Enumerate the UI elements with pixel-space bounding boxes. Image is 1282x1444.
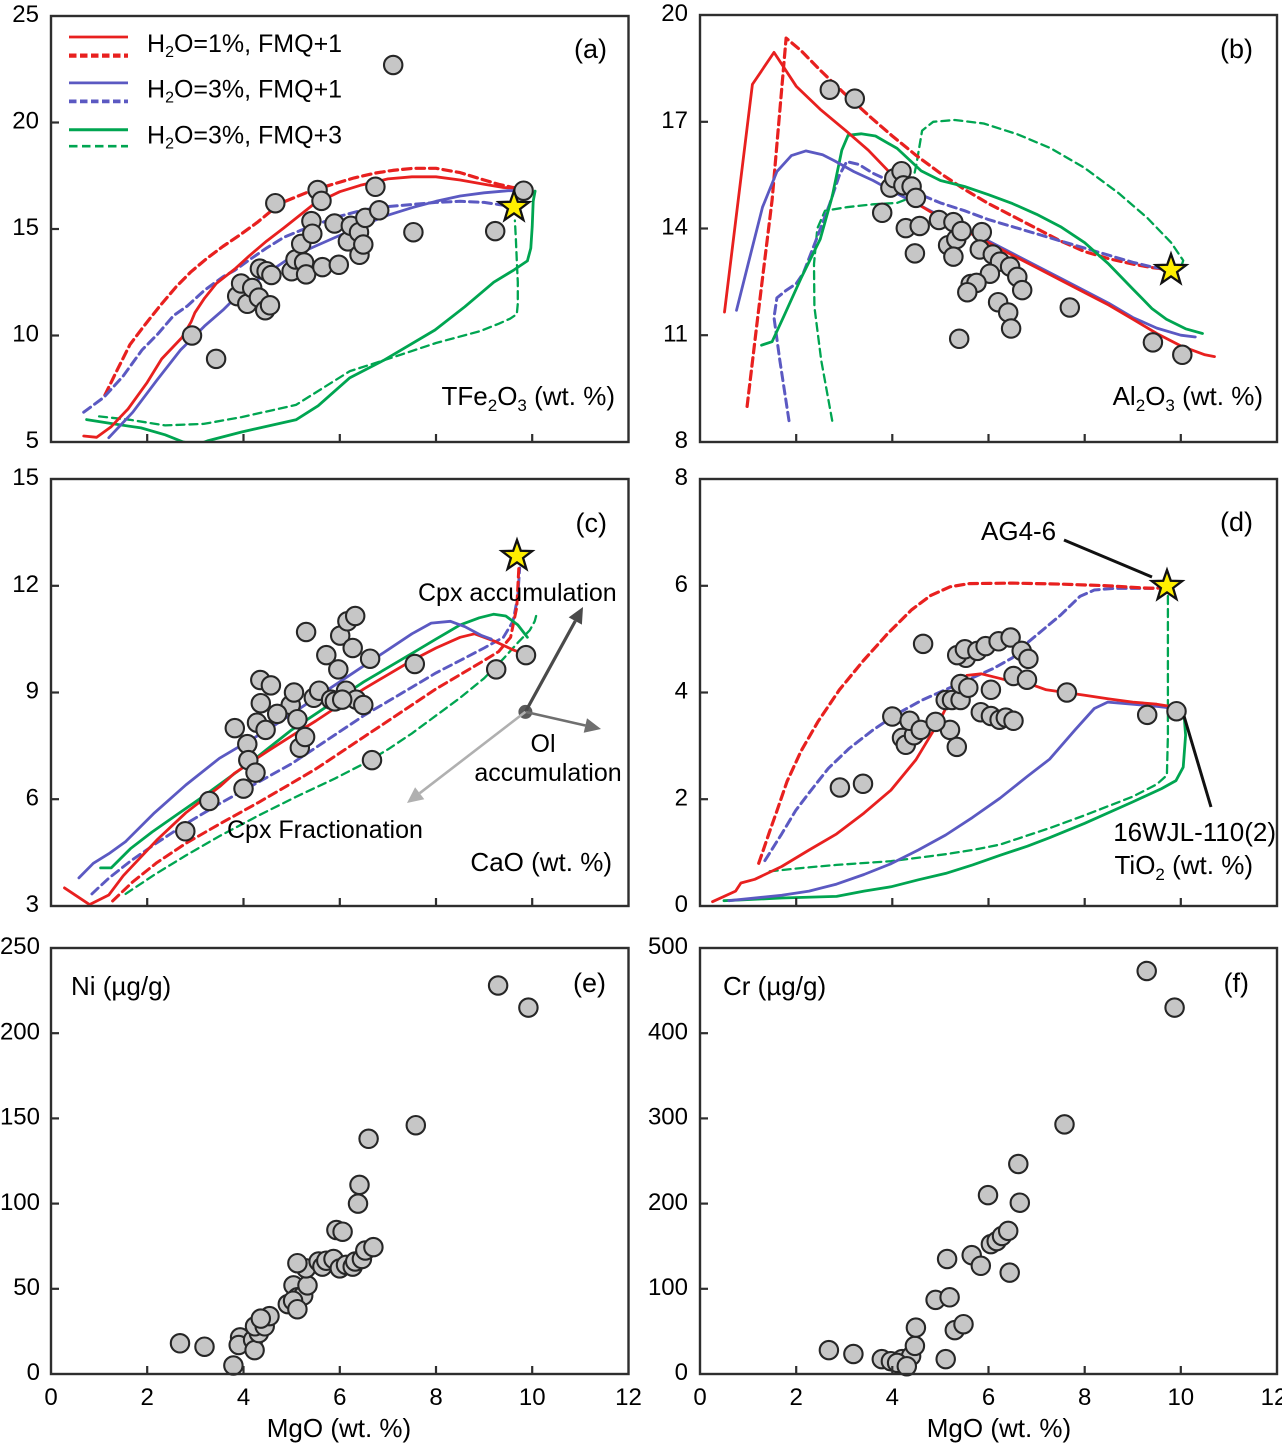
svg-text:TiO2 (wt. %): TiO2 (wt. %) [1115, 850, 1254, 884]
svg-text:0: 0 [675, 891, 688, 918]
svg-text:12: 12 [1261, 1384, 1282, 1411]
svg-text:14: 14 [661, 214, 688, 241]
svg-text:25: 25 [12, 1, 39, 28]
svg-text:300: 300 [648, 1104, 688, 1131]
svg-text:(f): (f) [1224, 968, 1249, 998]
svg-text:Cpx Fractionation: Cpx Fractionation [227, 816, 423, 844]
svg-text:0: 0 [693, 1384, 706, 1411]
svg-text:8: 8 [675, 427, 688, 454]
svg-text:6: 6 [333, 1384, 346, 1411]
svg-text:15: 15 [12, 214, 39, 241]
svg-text:16WJL-110(2): 16WJL-110(2) [1113, 817, 1276, 847]
svg-text:10: 10 [1167, 1384, 1194, 1411]
svg-text:6: 6 [982, 1384, 995, 1411]
svg-text:15: 15 [12, 464, 39, 491]
svg-text:H2O=3%, FMQ+1: H2O=3%, FMQ+1 [147, 76, 342, 107]
svg-text:5: 5 [26, 427, 39, 454]
svg-text:AG4-6: AG4-6 [981, 516, 1056, 546]
svg-text:Cpx accumulation: Cpx accumulation [418, 579, 617, 607]
svg-text:4: 4 [886, 1384, 899, 1411]
svg-text:9: 9 [26, 678, 39, 705]
svg-text:10: 10 [12, 321, 39, 348]
svg-text:20: 20 [12, 108, 39, 135]
svg-text:Al2O3 (wt. %): Al2O3 (wt. %) [1113, 381, 1263, 415]
svg-text:3: 3 [26, 891, 39, 918]
svg-text:CaO (wt. %): CaO (wt. %) [470, 847, 612, 877]
svg-text:(d): (d) [1220, 507, 1253, 537]
svg-text:0: 0 [27, 1359, 40, 1386]
svg-text:400: 400 [648, 1018, 688, 1045]
svg-text:H2O=1%, FMQ+1: H2O=1%, FMQ+1 [147, 30, 342, 61]
svg-text:100: 100 [0, 1189, 40, 1216]
svg-text:17: 17 [661, 107, 688, 134]
svg-text:Ni (µg/g): Ni (µg/g) [71, 971, 171, 1001]
svg-text:Cr (µg/g): Cr (µg/g) [723, 971, 826, 1001]
svg-text:200: 200 [0, 1018, 40, 1045]
svg-text:2: 2 [790, 1384, 803, 1411]
svg-text:10: 10 [519, 1384, 546, 1411]
svg-text:MgO (wt. %): MgO (wt. %) [927, 1413, 1071, 1443]
svg-text:0: 0 [44, 1384, 57, 1411]
svg-text:TFe2O3 (wt. %): TFe2O3 (wt. %) [441, 381, 615, 415]
svg-text:4: 4 [675, 678, 688, 705]
svg-text:6: 6 [675, 571, 688, 598]
svg-text:250: 250 [0, 933, 40, 960]
svg-text:150: 150 [0, 1104, 40, 1131]
svg-text:(c): (c) [576, 508, 607, 538]
svg-text:(b): (b) [1220, 34, 1253, 64]
svg-text:2: 2 [141, 1384, 154, 1411]
svg-text:Ol: Ol [531, 730, 556, 758]
svg-text:2: 2 [675, 785, 688, 812]
svg-text:100: 100 [648, 1274, 688, 1301]
svg-text:20: 20 [661, 0, 688, 27]
svg-text:H2O=3%, FMQ+3: H2O=3%, FMQ+3 [147, 122, 342, 153]
svg-text:50: 50 [13, 1274, 40, 1301]
svg-text:4: 4 [237, 1384, 250, 1411]
svg-text:12: 12 [615, 1384, 642, 1411]
svg-text:500: 500 [648, 933, 688, 960]
svg-text:8: 8 [1078, 1384, 1091, 1411]
svg-text:200: 200 [648, 1189, 688, 1216]
svg-text:0: 0 [675, 1359, 688, 1386]
svg-text:MgO (wt. %): MgO (wt. %) [267, 1413, 411, 1443]
svg-text:11: 11 [663, 320, 688, 347]
svg-text:8: 8 [675, 464, 688, 491]
svg-text:12: 12 [12, 571, 39, 598]
svg-text:8: 8 [429, 1384, 442, 1411]
svg-text:(e): (e) [573, 968, 606, 998]
svg-text:accumulation: accumulation [474, 759, 621, 787]
svg-text:6: 6 [26, 785, 39, 812]
svg-text:(a): (a) [574, 34, 607, 64]
